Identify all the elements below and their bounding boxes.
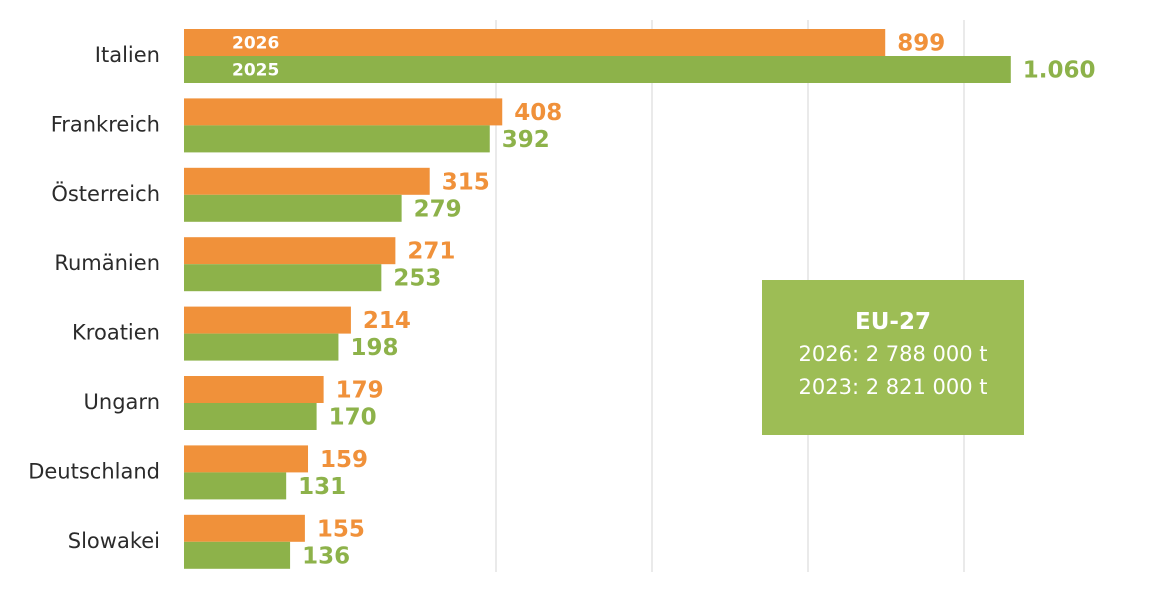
bar-2025-österreich	[184, 194, 402, 222]
bar-2026-österreich	[184, 167, 430, 195]
value-label-2025-italien: 1.060	[1023, 58, 1096, 84]
value-label-2026-frankreich: 408	[514, 100, 562, 126]
value-label-2026-rumänien: 271	[407, 239, 455, 265]
value-label-2025-österreich: 279	[414, 196, 462, 222]
value-label-2025-rumänien: 253	[393, 266, 441, 292]
category-label-österreich: Österreich	[51, 181, 160, 206]
category-label-frankreich: Frankreich	[51, 112, 160, 136]
value-label-2025-deutschland: 131	[298, 474, 346, 500]
info-box-title: EU-27	[855, 309, 931, 335]
info-box-line-2023: 2023: 2 821 000 t	[798, 375, 988, 399]
bar-2026-kroatien	[184, 306, 351, 334]
bar-2025-ungarn	[184, 403, 317, 430]
bar-2025-slowakei	[184, 541, 291, 569]
bar-2025-frankreich	[184, 125, 490, 153]
bar-2026-slowakei	[184, 514, 305, 542]
value-label-2025-kroatien: 198	[350, 335, 398, 361]
bar-2025-rumänien	[184, 264, 382, 292]
category-label-kroatien: Kroatien	[72, 321, 160, 345]
legend-label-2026: 2026	[232, 34, 279, 54]
bar-2025-kroatien	[184, 333, 339, 361]
bar-2026-frankreich	[184, 98, 503, 126]
category-label-deutschland: Deutschland	[28, 459, 160, 483]
value-label-2025-ungarn: 170	[329, 405, 377, 431]
eu-27-info-box: EU-27 2026: 2 788 000 t 2023: 2 821 000 …	[762, 280, 1024, 435]
value-label-2026-ungarn: 179	[336, 378, 384, 404]
bar-2025-deutschland	[184, 472, 287, 500]
value-label-2026-österreich: 315	[442, 169, 490, 195]
info-box-line-2026: 2026: 2 788 000 t	[798, 342, 988, 366]
bar-2026-rumänien	[184, 237, 396, 265]
bar-2025-italien	[184, 56, 1011, 83]
bar-2026-ungarn	[184, 376, 324, 403]
legend-label-2025: 2025	[232, 61, 279, 81]
category-label-rumänien: Rumänien	[54, 251, 160, 275]
bar-2026-italien	[184, 29, 886, 56]
value-label-2026-deutschland: 159	[320, 447, 368, 473]
value-label-2026-italien: 899	[897, 31, 945, 57]
category-label-ungarn: Ungarn	[84, 390, 160, 414]
value-label-2025-slowakei: 136	[302, 543, 350, 569]
category-label-slowakei: Slowakei	[68, 529, 160, 553]
bar-2026-deutschland	[184, 445, 309, 473]
value-label-2025-frankreich: 392	[502, 127, 550, 153]
value-label-2026-slowakei: 155	[317, 516, 365, 542]
category-label-italien: Italien	[95, 43, 160, 67]
value-label-2026-kroatien: 214	[363, 308, 411, 334]
